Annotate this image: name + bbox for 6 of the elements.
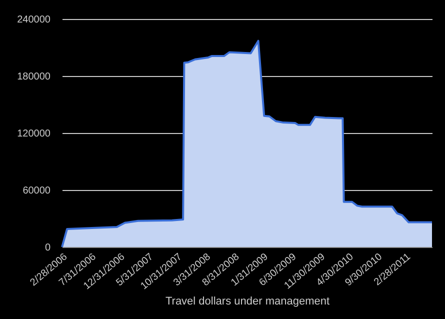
y-tick-label: 0 (44, 242, 51, 254)
y-tick-label: 60000 (22, 186, 51, 196)
x-axis-title: Travel dollars under management (165, 295, 330, 308)
y-tick-label: 240000 (17, 14, 51, 26)
y-tick-label: 120000 (17, 128, 51, 140)
y-tick-label: 180000 (17, 72, 51, 82)
